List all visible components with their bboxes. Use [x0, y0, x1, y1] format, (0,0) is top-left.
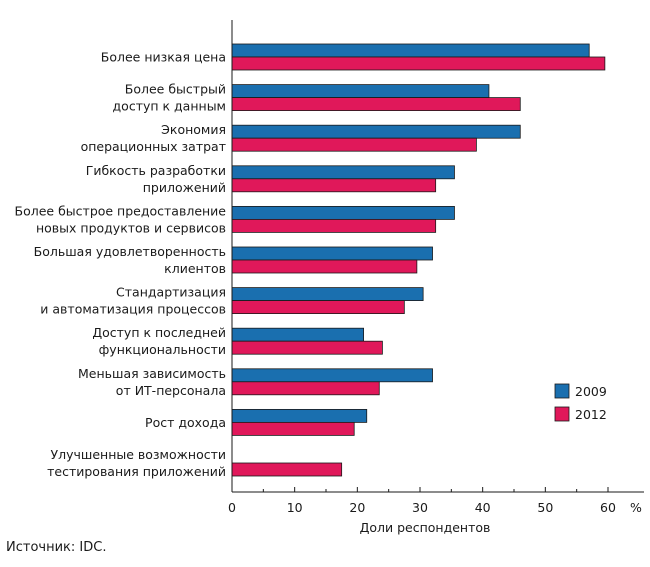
x-tick-label-60: 60 [600, 500, 616, 515]
category-label-2-line-2: доступ к данным [113, 99, 226, 114]
bar-2009-1 [231, 43, 590, 58]
bars-group [231, 43, 606, 477]
x-tick-label-10: 10 [287, 500, 303, 515]
category-label-6-line-1: Большая удовлетворенность [34, 244, 226, 259]
bar-2009-3 [231, 124, 521, 139]
bar-2012-11 [231, 462, 343, 477]
legend-label-2009: 2009 [575, 384, 607, 399]
category-label-8-line-1: Доступ к последней [92, 325, 226, 340]
category-label-7-line-2: и автоматизация процессов [40, 302, 226, 317]
bar-2012-7 [231, 300, 405, 315]
category-label-10-line-1: Рост дохода [145, 415, 226, 430]
bar-2009-7 [231, 287, 424, 302]
bar-2012-3 [231, 137, 477, 152]
bar-2012-5 [231, 218, 437, 233]
legend-swatch-2009 [554, 383, 570, 399]
bar-2012-10 [231, 421, 355, 436]
x-tick-label-50: 50 [537, 500, 553, 515]
bar-2012-2 [231, 97, 521, 111]
category-label-6-line-2: клиентов [164, 261, 226, 276]
category-label-3-line-1: Экономия [161, 122, 226, 137]
category-label-4-line-2: приложений [143, 180, 226, 195]
category-labels: Более низкая цена Более быстрый доступ к д… [15, 50, 227, 480]
category-label-1-line-1: Более низкая цена [101, 50, 226, 65]
x-tick-label-40: 40 [475, 500, 491, 515]
category-label-11-line-2: тестирования приложений [47, 464, 226, 479]
bar-2012-8 [231, 340, 383, 355]
bar-2009-6 [231, 246, 433, 261]
category-label-4-line-1: Гибкость разработки [86, 163, 226, 178]
bar-2009-4 [231, 165, 455, 180]
category-label-5-line-1: Более быстрое предоставление [15, 203, 227, 218]
category-label-2-line-1: Более быстрый [125, 82, 226, 97]
x-tick-label-30: 30 [412, 500, 428, 515]
bar-2012-6 [231, 259, 418, 274]
category-label-9-line-1: Меньшая зависимость [78, 366, 226, 381]
x-tick-label-0: 0 [228, 500, 236, 515]
category-label-8-line-2: функциональности [99, 342, 226, 357]
bar-2009-9 [231, 368, 433, 383]
category-label-7-line-1: Стандартизация [116, 285, 226, 300]
bar-2012-4 [231, 178, 437, 193]
bar-2009-10 [231, 408, 368, 423]
x-unit-label: % [630, 500, 642, 515]
category-label-11-line-1: Улучшенные возможности [51, 447, 227, 462]
legend-label-2012: 2012 [575, 407, 607, 422]
category-label-9-line-2: от ИТ-персонала [116, 383, 226, 398]
bar-2009-2 [231, 84, 490, 98]
source-note: Источник: IDC. [6, 540, 107, 555]
x-axis-title: Доли респондентов [360, 520, 491, 535]
bar-2009-8 [231, 327, 365, 342]
legend: 2009 2012 [554, 383, 607, 422]
axes: 0 10 20 30 40 50 60 % Доли респондентов [228, 20, 644, 535]
x-tick-label-20: 20 [349, 500, 365, 515]
bar-2009-5 [231, 205, 455, 220]
bar-2012-9 [231, 381, 380, 396]
category-label-3-line-2: операционных затрат [81, 139, 226, 154]
bar-2012-1 [231, 56, 606, 71]
category-label-5-line-2: новых продуктов и сервисов [36, 220, 226, 235]
legend-swatch-2012 [554, 406, 570, 422]
